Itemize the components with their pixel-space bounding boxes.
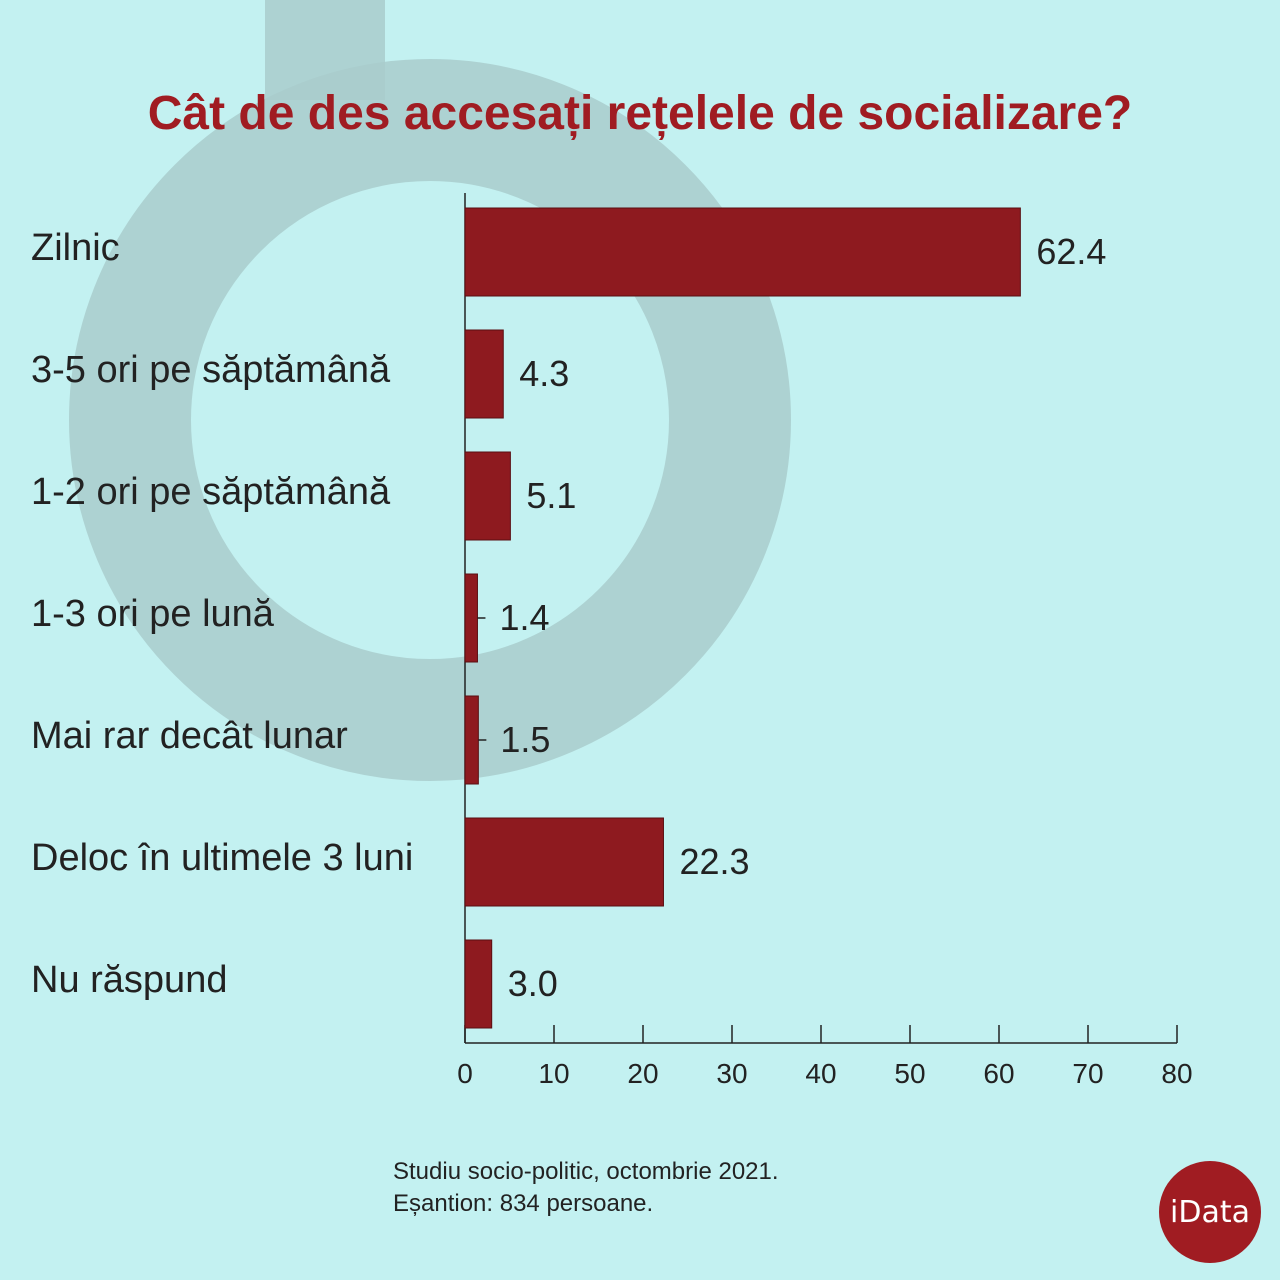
category-label: Deloc în ultimele 3 luni [31,837,413,879]
category-label: 1-3 ori pe lună [31,593,275,635]
source-line-1: Studiu socio-politic, octombrie 2021. [393,1158,779,1185]
x-tick-label: 10 [538,1058,569,1089]
bar [464,207,1021,297]
bar [464,451,511,541]
bar [464,329,504,419]
value-label: 3.0 [508,963,558,1004]
x-tick-label: 0 [457,1058,473,1089]
chart-title: Cât de des accesați rețelele de socializ… [147,87,1133,140]
bar-chart: 0 10 20 30 40 50 60 70 80 Zilnic 62.4 3-5 ori pe să… [31,193,1193,1089]
x-tick-label: 70 [1072,1058,1103,1089]
bar [464,573,478,663]
value-label: 4.3 [519,353,569,394]
category-label: 1-2 ori pe săptămână [31,471,391,513]
category-label: Zilnic [31,227,120,269]
bar [464,817,664,907]
idata-logo: iData [1159,1161,1261,1263]
value-label: 22.3 [679,841,749,882]
source-line-2: Eșantion: 834 persoane. [393,1190,654,1217]
bar [464,695,479,785]
value-label: 62.4 [1036,231,1106,272]
value-label: 1.4 [499,597,549,638]
bar [464,939,493,1029]
x-tick-label: 30 [716,1058,747,1089]
x-tick-label: 50 [894,1058,925,1089]
x-tick-label: 80 [1161,1058,1192,1089]
category-label: 3-5 ori pe săptămână [31,349,391,391]
value-label: 1.5 [500,719,550,760]
category-label: Mai rar decât lunar [31,715,348,757]
source-note: Studiu socio-politic, octombrie 2021. Eș… [393,1156,779,1220]
category-label: Nu răspund [31,959,227,1001]
value-label: 5.1 [526,475,576,516]
x-tick-label: 20 [627,1058,658,1089]
x-tick-label: 60 [983,1058,1014,1089]
x-tick-label: 40 [805,1058,836,1089]
